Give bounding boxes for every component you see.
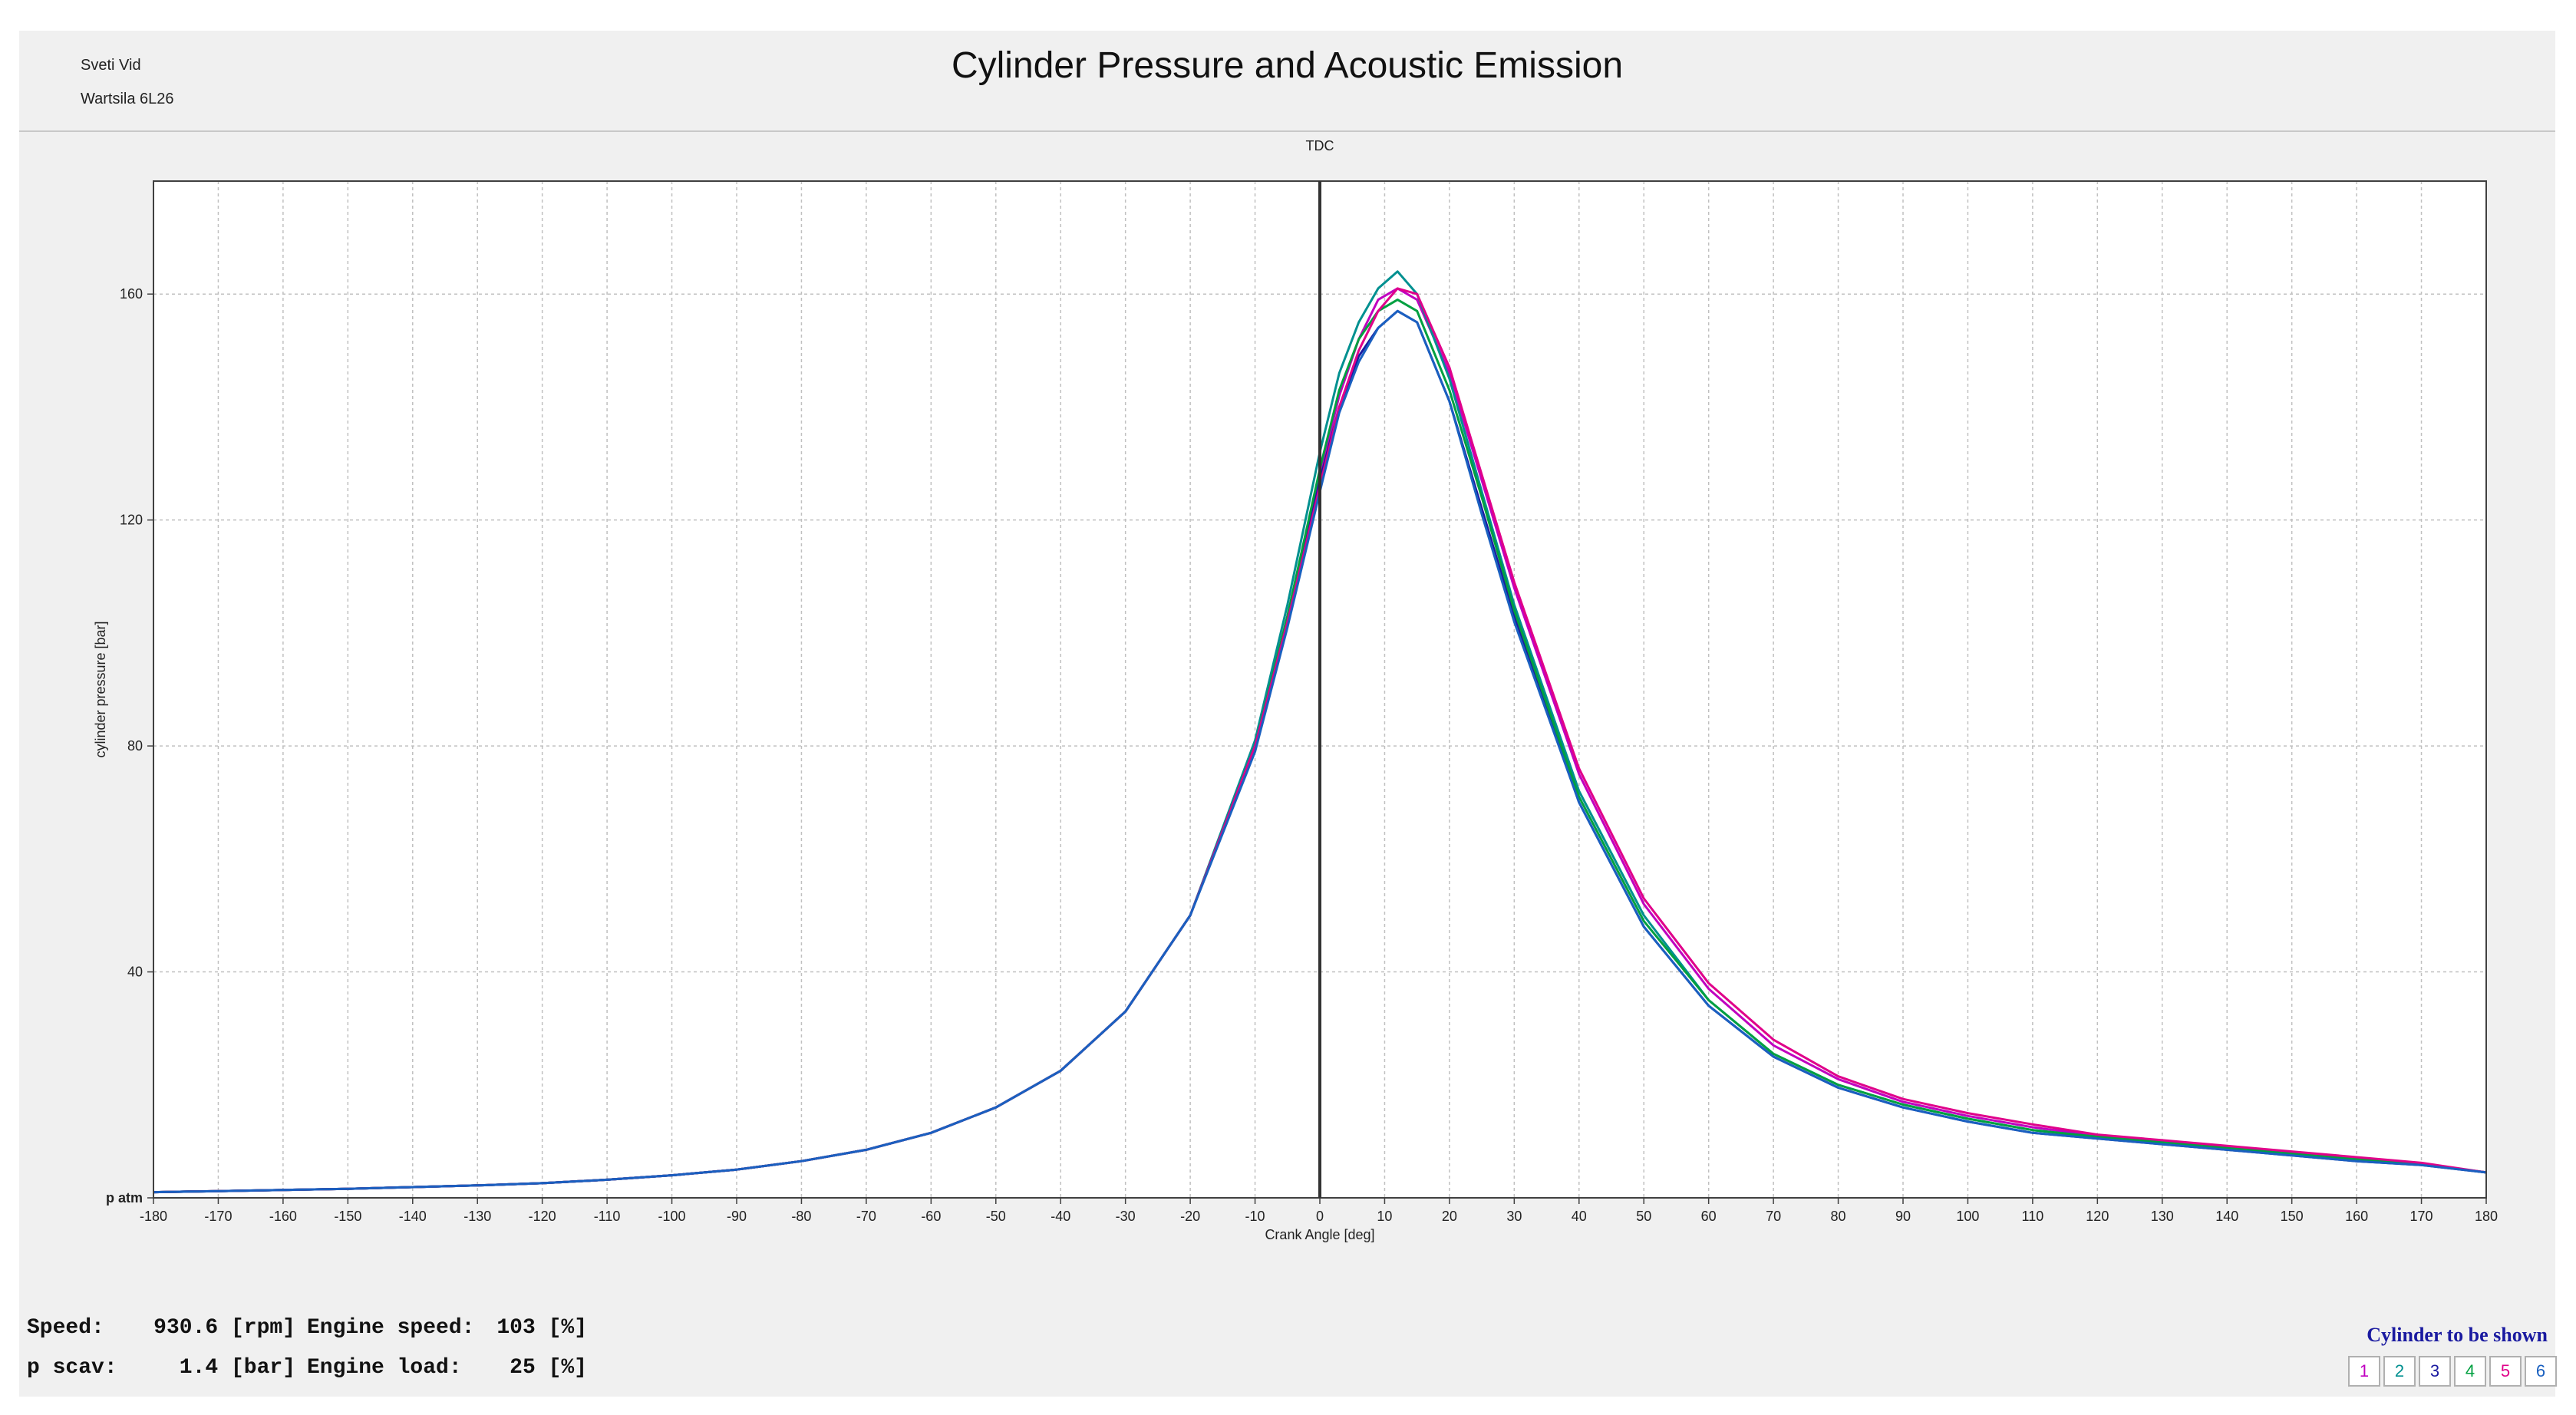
x-tick-label: -50 (986, 1209, 1006, 1224)
speed-value: 930.6 [rpm] (153, 1316, 295, 1340)
x-tick-label: -80 (791, 1209, 811, 1224)
axis-ticks: -180 -170 -160 -150 -140 -130 -120 -110 -100 -90-… (106, 286, 2498, 1224)
engine-load-value: 25 [%] (510, 1356, 587, 1380)
x-tick-label: 180 (2475, 1209, 2498, 1224)
x-tick-label: -150 (334, 1209, 361, 1224)
cylinder-1-toggle[interactable]: 1 (2348, 1356, 2380, 1387)
pscav-label: p scav: (27, 1356, 117, 1380)
y-tick-label: 120 (120, 513, 143, 528)
x-axis-label: Crank Angle [deg] (1265, 1227, 1374, 1242)
x-tick-label: 80 (1831, 1209, 1846, 1224)
cylinder-5-toggle[interactable]: 5 (2489, 1356, 2522, 1387)
x-tick-label: -170 (204, 1209, 232, 1224)
x-tick-label: 130 (2151, 1209, 2174, 1224)
x-tick-label: -140 (399, 1209, 427, 1224)
x-tick-label: 150 (2281, 1209, 2304, 1224)
chart-header: Sveti Vid Wartsila 6L26 Cylinder Pressur… (19, 31, 2555, 132)
x-tick-label: 140 (2215, 1209, 2238, 1224)
x-tick-label: -100 (658, 1209, 686, 1224)
x-tick-label: 30 (1506, 1209, 1522, 1224)
site-name: Sveti Vid (81, 57, 141, 74)
x-tick-label: -70 (856, 1209, 876, 1224)
x-tick-label: -90 (727, 1209, 747, 1224)
cylinder-6-toggle[interactable]: 6 (2525, 1356, 2557, 1387)
x-tick-label: -60 (921, 1209, 941, 1224)
x-tick-label: -40 (1051, 1209, 1070, 1224)
y-tick-label: 160 (120, 286, 143, 302)
x-tick-label: -30 (1116, 1209, 1136, 1224)
chart-panel: Sveti Vid Wartsila 6L26 Cylinder Pressur… (19, 31, 2557, 1397)
tdc-label: TDC (1306, 138, 1334, 153)
x-tick-label: -180 (140, 1209, 167, 1224)
pressure-chart: -180 -170 -160 -150 -140 -130 -120 -110 -100 -90-… (93, 138, 2498, 1242)
x-tick-label: 40 (1572, 1209, 1587, 1224)
x-tick-label: 110 (2022, 1209, 2044, 1224)
chart-title: Cylinder Pressure and Acoustic Emission (951, 45, 1624, 86)
cylinder-selector-title: Cylinder to be shown (2367, 1324, 2548, 1346)
x-tick-label: 50 (1636, 1209, 1651, 1224)
x-tick-label: -120 (529, 1209, 556, 1224)
series-lines (153, 270, 2487, 1194)
y-tick-label: 40 (127, 965, 143, 980)
cylinder-3-toggle[interactable]: 3 (2419, 1356, 2451, 1387)
engine-speed-label: Engine speed: (307, 1316, 475, 1340)
x-tick-label: 90 (1895, 1209, 1911, 1224)
cylinder-4-toggle[interactable]: 4 (2454, 1356, 2486, 1387)
pscav-value: 1.4 [bar] (179, 1356, 295, 1380)
x-tick-label: -160 (269, 1209, 297, 1224)
cylinder-selector: Cylinder to be shown 1 2 3 4 5 6 (2325, 1324, 2557, 1397)
x-tick-label: -110 (594, 1209, 621, 1224)
x-tick-label: -20 (1180, 1209, 1200, 1224)
engine-model: Wartsila 6L26 (81, 91, 174, 107)
y-axis-label: cylinder pressure [bar] (93, 621, 108, 757)
x-tick-label: 20 (1442, 1209, 1457, 1224)
x-tick-label: -10 (1245, 1209, 1265, 1224)
engine-stats: Speed: 930.6 [rpm] Engine speed: 103 [%]… (19, 1312, 710, 1389)
x-tick-label: 0 (1316, 1209, 1324, 1224)
speed-label: Speed: (27, 1316, 104, 1340)
cylinder-2-toggle[interactable]: 2 (2383, 1356, 2416, 1387)
x-tick-label: 100 (1956, 1209, 1979, 1224)
engine-load-label: Engine load: (307, 1356, 462, 1380)
y-tick-label: p atm (106, 1190, 143, 1206)
x-tick-label: -130 (463, 1209, 491, 1224)
engine-speed-value: 103 [%] (496, 1316, 587, 1340)
x-tick-label: 70 (1766, 1209, 1781, 1224)
x-tick-label: 160 (2345, 1209, 2368, 1224)
x-tick-label: 170 (2410, 1209, 2433, 1224)
x-tick-label: 60 (1701, 1209, 1717, 1224)
x-tick-label: 10 (1377, 1209, 1392, 1224)
y-tick-label: 80 (127, 738, 143, 754)
series-line-cylinder-6 (153, 309, 2487, 1194)
x-tick-label: 120 (2086, 1209, 2109, 1224)
